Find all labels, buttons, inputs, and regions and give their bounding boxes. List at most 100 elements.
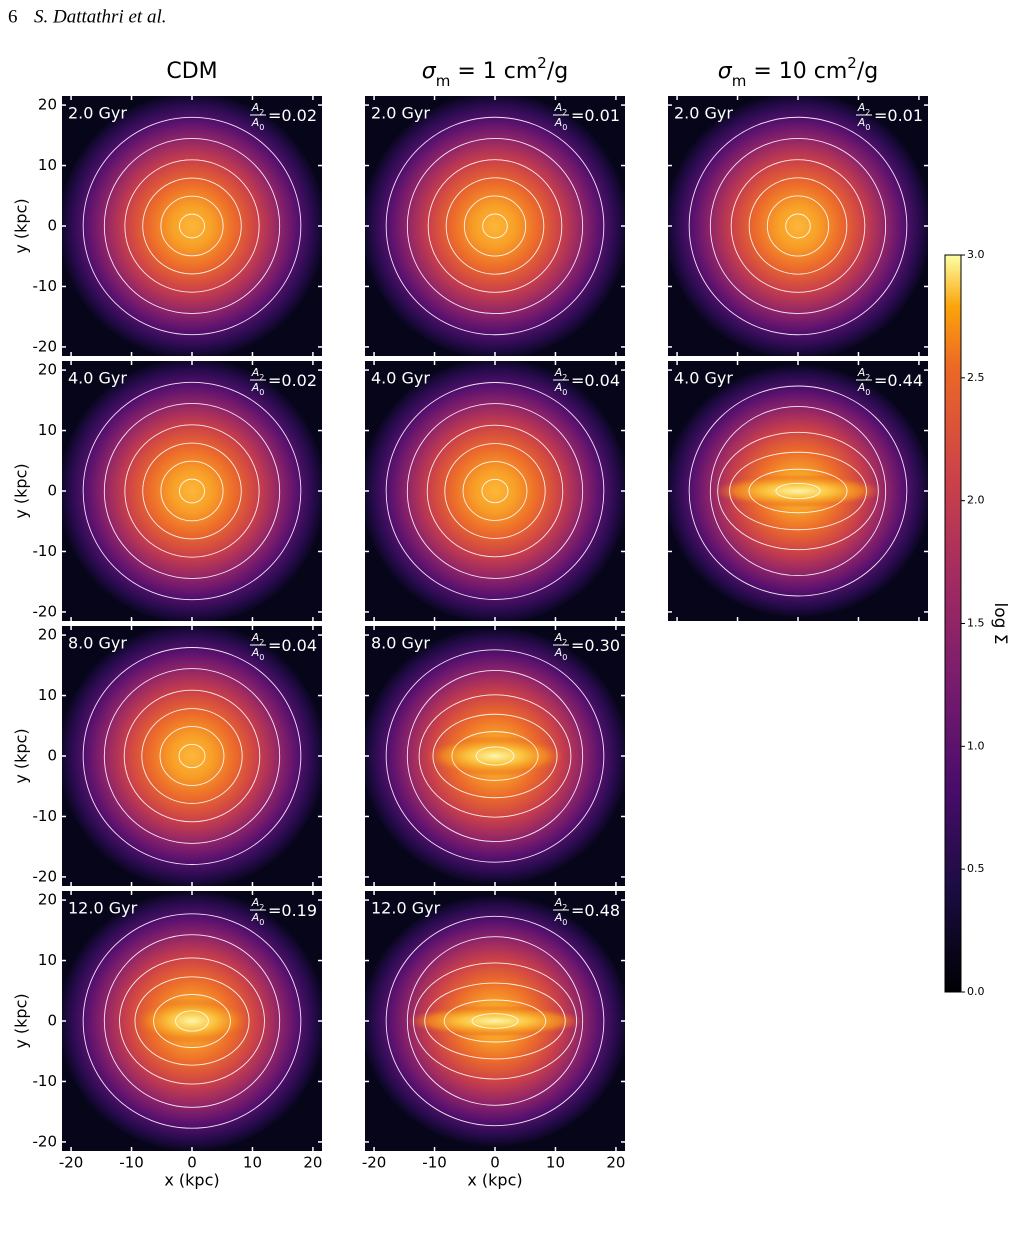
contour [153, 994, 231, 1048]
ratio-num: A2 [857, 101, 871, 117]
ratio-den: A0 [251, 116, 265, 132]
ratio-value: =0.48 [571, 901, 620, 920]
y-tick-label: -10 [33, 542, 58, 560]
contour [82, 116, 302, 336]
colorbar-tick-label: 2.0 [967, 494, 985, 507]
contour [709, 405, 887, 577]
ratio-part: A [554, 896, 563, 909]
ratio-number: 0.02 [281, 106, 317, 125]
contour [444, 443, 546, 539]
contour [160, 460, 224, 522]
contour [142, 442, 242, 540]
contour [730, 159, 866, 293]
contour [134, 976, 250, 1066]
contour [179, 213, 205, 239]
ratio-part: 2 [259, 638, 264, 647]
page-number: 6 [8, 6, 18, 27]
y-tick-label: -20 [33, 1132, 58, 1150]
contour [709, 137, 887, 315]
ratio-part: 2 [562, 638, 567, 647]
colorbar-tick-label: 2.5 [967, 371, 985, 384]
ratio-part: A [251, 381, 260, 394]
contour [426, 424, 564, 558]
y-tick-label: 10 [38, 686, 57, 704]
ratio-eq: = [571, 106, 584, 125]
contour [124, 159, 260, 293]
ratio-num: A2 [251, 631, 265, 647]
contour [432, 713, 558, 799]
time-label: 4.0 Gyr [371, 369, 430, 388]
ratio-part: 0 [259, 653, 264, 662]
ratio-value: =0.01 [571, 106, 620, 125]
ratio-den: A0 [251, 646, 265, 662]
ratio-part: A [554, 631, 563, 644]
ratio-part: A [251, 646, 260, 659]
contour [443, 999, 547, 1043]
bar-density [406, 1005, 584, 1037]
ratio-part: 2 [562, 108, 567, 117]
time-label: 4.0 Gyr [68, 369, 127, 388]
colorbar-tick-label: 0.5 [967, 862, 985, 875]
ratio-part: A [554, 116, 563, 129]
x-tick-label: -20 [362, 1154, 387, 1172]
y-tick-label: 20 [38, 626, 57, 644]
contour [785, 213, 811, 239]
ratio-part: A [251, 101, 260, 114]
contour [688, 385, 908, 597]
colorbar-tick-label: 1.0 [967, 739, 985, 752]
ratio-number: 0.48 [584, 901, 620, 920]
ratio-den: A0 [554, 116, 568, 132]
contour [385, 382, 605, 600]
contour [179, 478, 205, 504]
contour [748, 177, 848, 275]
contour [729, 451, 867, 531]
ratio-part: 2 [259, 903, 264, 912]
contour [178, 743, 206, 769]
ratio-part: A [251, 911, 260, 924]
contour [103, 138, 281, 314]
ratio-part: 0 [562, 918, 567, 927]
ratio-eq: = [268, 106, 281, 125]
panel-content [62, 96, 322, 356]
y-tick-label: 0 [47, 217, 57, 235]
contour [385, 915, 605, 1127]
contour [775, 482, 821, 500]
contour [406, 669, 584, 843]
title-part: m [436, 72, 451, 90]
contour [481, 478, 509, 504]
y-axis-label: y (kpc) [12, 993, 31, 1048]
panel-content [62, 891, 322, 1151]
ratio-den: A0 [251, 911, 265, 927]
ratio-num: A2 [251, 101, 265, 117]
ratio-eq: = [874, 371, 887, 390]
disk-density [62, 361, 322, 621]
contour [424, 982, 566, 1060]
ratio-den: A0 [857, 381, 871, 397]
contour [427, 159, 563, 293]
panel-content [365, 96, 625, 356]
ratio-part: A [554, 646, 563, 659]
contour [82, 913, 302, 1129]
panel-content [62, 626, 322, 886]
contour [748, 468, 848, 514]
contour [445, 177, 545, 275]
disk-density [365, 96, 625, 356]
y-tick-label: -10 [33, 1072, 58, 1090]
ratio-number: 0.01 [584, 106, 620, 125]
disk-density [62, 626, 322, 886]
contour [406, 137, 584, 315]
x-tick-label: 10 [243, 1154, 262, 1172]
ratio-part: 2 [865, 108, 870, 117]
bar-density [426, 736, 564, 776]
ratio-value: =0.04 [571, 371, 620, 390]
ratio-value: =0.19 [268, 901, 317, 920]
y-axis-label: y (kpc) [12, 463, 31, 518]
ratio-eq: = [268, 636, 281, 655]
